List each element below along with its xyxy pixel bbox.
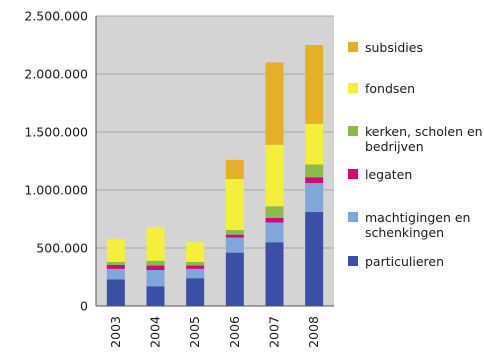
bar-segment-kerken-scholen-en-bedrijven-2003 xyxy=(106,261,125,265)
bar-segment-legaten-2006 xyxy=(225,234,244,238)
bar-segment-kerken-scholen-en-bedrijven-2004 xyxy=(146,260,165,266)
legend-swatch xyxy=(348,83,358,93)
bar-segment-fondsen-2007 xyxy=(265,144,284,207)
legend-label: fondsen xyxy=(365,81,416,96)
bar-segment-machtigingen-en-schenkingen-2004 xyxy=(146,270,165,287)
bar-segment-kerken-scholen-en-bedrijven-2007 xyxy=(265,206,284,218)
bar-segment-legaten-2007 xyxy=(265,217,284,223)
y-tick-label: 500.000 xyxy=(36,241,88,256)
bar-segment-legaten-2008 xyxy=(305,177,324,184)
y-tick-label: 1.500.000 xyxy=(24,125,88,140)
y-axis-ticks: 0 500.000 1.000.000 1.500.000 2.000.000 2.500… xyxy=(24,9,88,314)
legend-item-kerken-scholen-bedrijven: kerken, scholen en bedrijven xyxy=(348,124,484,154)
bars xyxy=(106,45,324,306)
legend-item-subsidies: subsidies xyxy=(348,40,423,55)
bar-segment-particulieren-2008 xyxy=(305,212,324,306)
bar-segment-fondsen-2008 xyxy=(305,123,324,165)
bar-segment-machtigingen-en-schenkingen-2006 xyxy=(225,237,244,253)
legend-swatch xyxy=(348,256,358,266)
legend-swatch xyxy=(348,169,358,179)
bar-segment-legaten-2005 xyxy=(186,265,205,269)
y-tick-label: 1.000.000 xyxy=(24,183,88,198)
y-tick-label: 0 xyxy=(80,299,88,314)
legend-item-legaten: legaten xyxy=(348,167,412,182)
bar-segment-particulieren-2004 xyxy=(146,286,165,306)
bar-segment-subsidies-2006 xyxy=(225,159,244,179)
legend-label: kerken, scholen en bedrijven xyxy=(365,124,483,154)
legend-item-particulieren: particulieren xyxy=(348,254,444,269)
legend-swatch xyxy=(348,212,358,222)
legend-swatch xyxy=(348,126,358,136)
x-tick-label: 2007 xyxy=(267,316,282,348)
bar-segment-particulieren-2007 xyxy=(265,242,284,306)
x-tick-label: 2005 xyxy=(187,316,202,348)
bar-segment-legaten-2003 xyxy=(106,264,125,269)
bar-segment-subsidies-2007 xyxy=(265,62,284,145)
legend-label: legaten xyxy=(365,167,413,182)
bar-segment-kerken-scholen-en-bedrijven-2006 xyxy=(225,230,244,235)
legend-swatch xyxy=(348,42,358,52)
legend-item-machtigingen-schenkingen: machtigingen en schenkingen xyxy=(348,210,484,240)
legend-label: particulieren xyxy=(365,254,445,269)
bar-segment-kerken-scholen-en-bedrijven-2008 xyxy=(305,164,324,178)
bar-segment-kerken-scholen-en-bedrijven-2005 xyxy=(186,261,205,266)
bar-segment-fondsen-2006 xyxy=(225,178,244,231)
x-tick-label: 2004 xyxy=(148,316,163,348)
x-tick-label: 2006 xyxy=(227,316,242,348)
bar-segment-fondsen-2004 xyxy=(146,227,165,261)
x-tick-label: 2008 xyxy=(306,316,321,348)
bar-segment-subsidies-2008 xyxy=(305,45,324,124)
bar-segment-legaten-2004 xyxy=(146,265,165,271)
bar-segment-machtigingen-en-schenkingen-2008 xyxy=(305,183,324,213)
bar-segment-machtigingen-en-schenkingen-2007 xyxy=(265,222,284,243)
legend-label: machtigingen en schenkingen xyxy=(365,210,471,240)
x-tick-label: 2003 xyxy=(108,316,123,348)
gridlines xyxy=(96,15,334,249)
bar-segment-machtigingen-en-schenkingen-2003 xyxy=(106,268,125,280)
x-axis-ticks: 2003 2004 2005 2006 2007 2008 xyxy=(108,316,321,348)
bar-segment-machtigingen-en-schenkingen-2005 xyxy=(186,268,205,279)
bar-segment-particulieren-2006 xyxy=(225,252,244,306)
bar-segment-fondsen-2003 xyxy=(106,238,125,262)
bar-segment-particulieren-2003 xyxy=(106,279,125,306)
y-tick-label: 2.500.000 xyxy=(24,9,88,24)
legend-label: subsidies xyxy=(365,40,423,55)
bar-segment-particulieren-2005 xyxy=(186,278,205,306)
bar-segment-fondsen-2005 xyxy=(186,242,205,262)
legend-item-fondsen: fondsen xyxy=(348,81,415,96)
plot-background xyxy=(96,16,334,306)
y-tick-label: 2.000.000 xyxy=(24,67,88,82)
